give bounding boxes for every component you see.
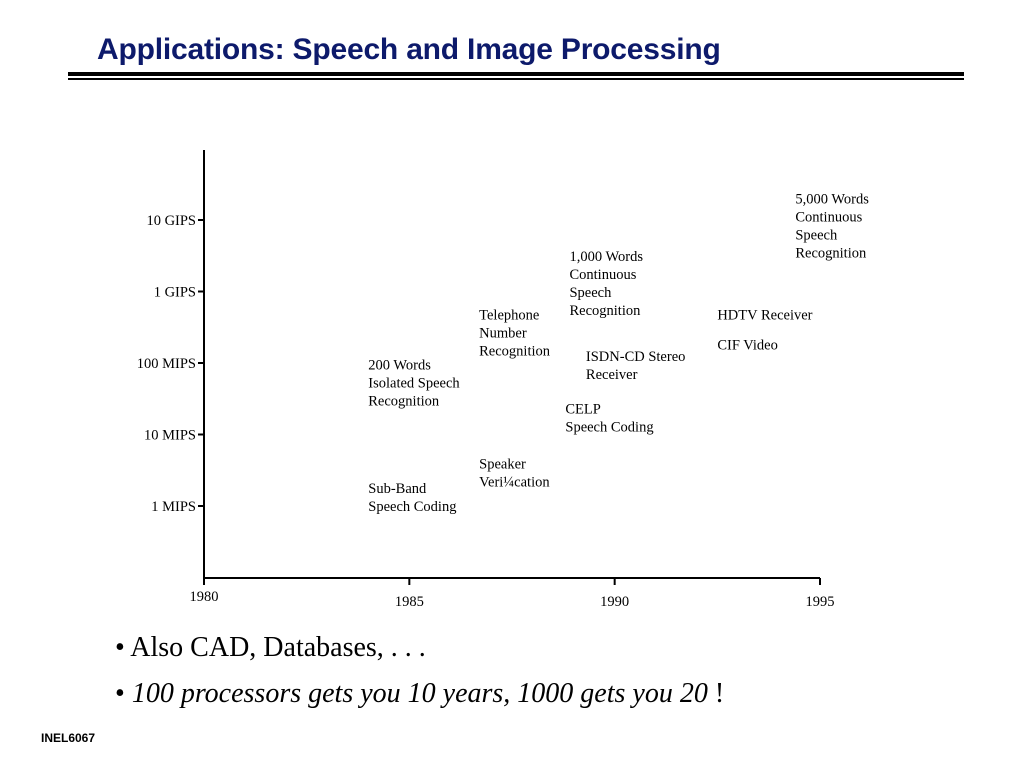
chart-annotation: 200 Words Isolated Speech Recognition bbox=[368, 357, 460, 409]
annotation-line: 5,000 Words bbox=[795, 192, 869, 208]
annotation-line: Number bbox=[479, 325, 527, 341]
annotation-line: Continuous bbox=[795, 210, 862, 226]
chart-annotation: CELP Speech Coding bbox=[565, 401, 653, 435]
chart-annotation: CIF Video bbox=[717, 338, 778, 354]
annotation-line: Recognition bbox=[368, 393, 440, 409]
annotation-line: Recognition bbox=[479, 343, 551, 359]
chart-annotation: Telephone Number Recognition bbox=[479, 307, 551, 359]
annotation-line: Receiver bbox=[586, 367, 638, 383]
annotation-line: CIF Video bbox=[717, 338, 778, 354]
x-tick-label: 1990 bbox=[600, 594, 629, 610]
bullet-text: Also CAD, Databases, . . . bbox=[130, 632, 426, 663]
annotation-line: Speaker bbox=[479, 457, 526, 473]
chart-annotation: Speaker Veri¼cation bbox=[479, 457, 550, 491]
y-tick-label: 100 MIPS bbox=[137, 356, 196, 372]
annotation-line: Speech Coding bbox=[368, 499, 456, 515]
bullet-item: • 100 processors gets you 10 years, 1000… bbox=[115, 674, 724, 720]
annotation-line: Speech bbox=[795, 228, 838, 244]
annotation-line: ISDN-CD Stereo bbox=[586, 349, 685, 365]
annotation-line: Recognition bbox=[795, 246, 867, 262]
footer-course-code: INEL6067 bbox=[41, 731, 96, 745]
x-tick-label: 1995 bbox=[806, 594, 835, 610]
slide-title: Applications: Speech and Image Processin… bbox=[97, 33, 721, 66]
x-tick-label: 1980 bbox=[190, 589, 219, 605]
annotation-line: Speech bbox=[569, 285, 612, 301]
y-tick-label: 1 MIPS bbox=[151, 499, 196, 515]
bullet-text: 100 processors gets you 10 years, 1000 g… bbox=[131, 678, 708, 709]
bullet-marker: • bbox=[115, 632, 125, 663]
annotation-line: 1,000 Words bbox=[569, 249, 643, 265]
chart-annotation: Sub-Band Speech Coding bbox=[368, 481, 456, 515]
annotation-line: Veri¼cation bbox=[479, 475, 550, 491]
annotation-line: Isolated Speech bbox=[368, 375, 460, 391]
annotation-line: 200 Words bbox=[368, 357, 431, 373]
annotation-line: Speech Coding bbox=[565, 419, 653, 435]
chart-annotation: 1,000 Words Continuous Speech Recognition bbox=[569, 249, 643, 319]
y-tick-label: 10 GIPS bbox=[146, 213, 196, 229]
title-underline-thin bbox=[68, 78, 964, 80]
chart-annotation: HDTV Receiver bbox=[717, 307, 812, 323]
bullet-suffix: ! bbox=[707, 678, 725, 709]
bullet-list: • Also CAD, Databases, . . . • 100 proce… bbox=[115, 628, 724, 720]
bullet-item: • Also CAD, Databases, . . . bbox=[115, 628, 724, 674]
title-underline bbox=[68, 72, 964, 76]
y-tick-label: 10 MIPS bbox=[144, 428, 196, 444]
y-tick-label: 1 GIPS bbox=[154, 285, 196, 301]
annotation-line: Continuous bbox=[569, 267, 636, 283]
chart-annotation: ISDN-CD Stereo Receiver bbox=[586, 349, 685, 383]
chart-annotation: 5,000 Words Continuous Speech Recognition bbox=[795, 192, 869, 262]
annotation-line: Recognition bbox=[569, 303, 641, 319]
x-tick-label: 1985 bbox=[395, 594, 424, 610]
annotation-line: Sub-Band bbox=[368, 481, 427, 497]
annotation-line: CELP bbox=[565, 401, 600, 417]
annotation-line: Telephone bbox=[479, 307, 539, 323]
bullet-marker: • bbox=[115, 678, 125, 709]
annotation-line: HDTV Receiver bbox=[717, 307, 812, 323]
